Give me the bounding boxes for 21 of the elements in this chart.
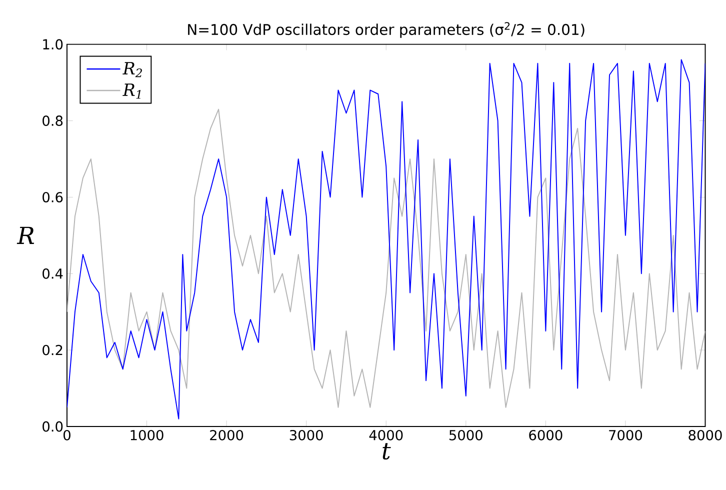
y-tick-label: 0.6	[42, 192, 63, 203]
y-tick-label: 1.0	[43, 39, 63, 50]
legend-label: R$_{1}$	[122, 84, 140, 99]
x-axis-title: t	[382, 443, 391, 460]
x-tick-label: 4000	[369, 430, 403, 441]
y-tick-label: 0.8	[42, 116, 63, 126]
x-tick-label: 8000	[688, 430, 722, 441]
y-tick-label: 0.0	[42, 422, 63, 432]
chart-title: N=100 VdP oscillators order parameters (σ$^{2}$/2 = 0.01)	[188, 22, 584, 38]
x-tick-label: 5000	[449, 430, 482, 441]
x-tick-label: 3000	[290, 430, 323, 441]
legend-label: R$_{2}$	[122, 62, 142, 78]
y-axis-title: R	[16, 227, 34, 244]
y-tick-label: 0.2	[42, 345, 62, 356]
x-tick-label: 6000	[529, 430, 562, 441]
x-tick-label: 2000	[210, 430, 244, 441]
x-tick-label: 1000	[130, 430, 164, 441]
x-tick-label: 7000	[609, 430, 642, 441]
y-tick-label: 0.4	[42, 268, 63, 280]
line-series	[66, 59, 706, 420]
x-tick-label: 0	[64, 430, 70, 441]
